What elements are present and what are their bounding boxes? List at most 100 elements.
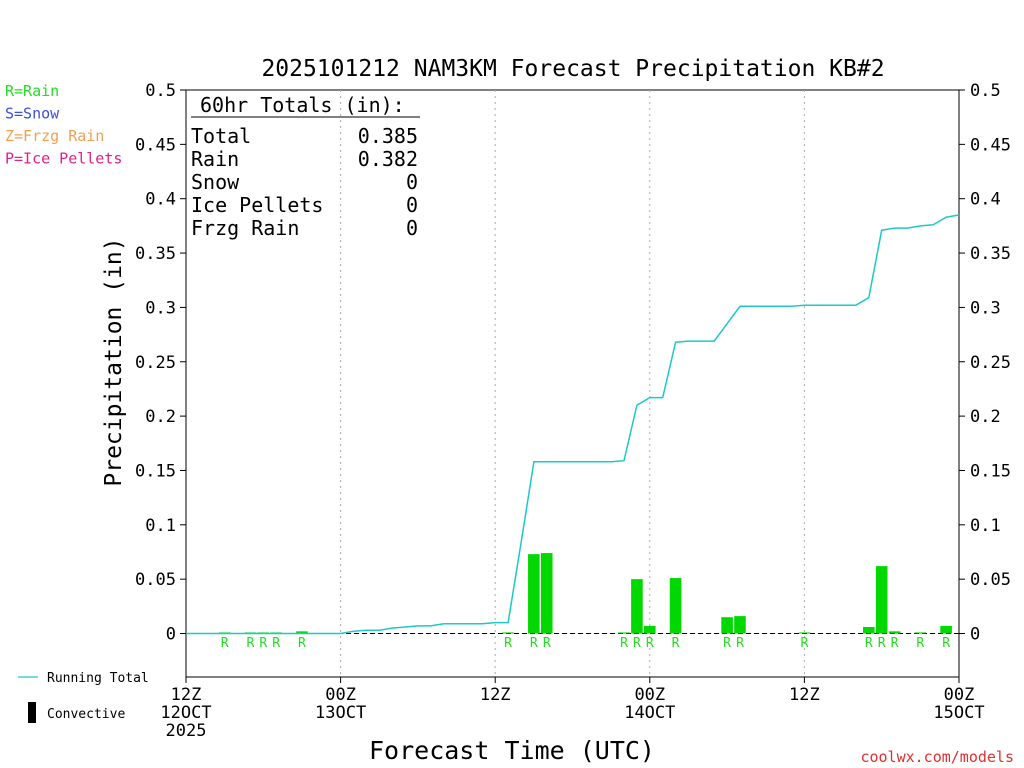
- precip-bar: [502, 632, 514, 634]
- y-tick-label: 0.25: [135, 353, 176, 373]
- x-tick-label: 14OCT: [624, 703, 675, 723]
- running-total-line: [186, 214, 960, 635]
- precip-type-mark: R: [504, 636, 512, 651]
- precip-type-mark: R: [272, 636, 280, 651]
- type-legend-entry: P=Ice Pellets: [5, 150, 122, 168]
- totals-box: 60hr Totals (in): Total 0.385 Rain 0.382 Snow…: [191, 93, 420, 240]
- precip-type-mark: R: [800, 636, 808, 651]
- watermark: coolwx.com/models: [860, 748, 1014, 766]
- precip-bar: [914, 632, 927, 634]
- totals-row-label: Rain: [191, 147, 239, 171]
- plot-frame: [185, 89, 960, 678]
- y-tick-label: 0.3: [145, 298, 176, 318]
- y-tick-label: 0.3: [970, 298, 1001, 318]
- y-tick-label: 0.4: [970, 190, 1001, 210]
- x-tick-label: 12OCT: [160, 703, 211, 723]
- x-tick-label: 00Z: [634, 685, 665, 705]
- y-tick-label: 0.05: [135, 570, 176, 590]
- precip-type-mark: R: [646, 636, 654, 651]
- precip-bar: [734, 616, 746, 634]
- precip-type-mark: R: [247, 636, 255, 651]
- precip-type-mark: R: [891, 636, 899, 651]
- precip-type-mark: R: [633, 636, 641, 651]
- running-total-legend-label: Running Total: [47, 671, 149, 686]
- x-tick-label: 13OCT: [315, 703, 366, 723]
- type-legend-entry: S=Snow: [5, 105, 60, 123]
- precip-bar: [940, 625, 952, 634]
- totals-row-value: 0: [406, 216, 418, 240]
- x-tick-label: 00Z: [325, 685, 356, 705]
- y-tick-label: 0.2: [145, 407, 176, 427]
- y-tick-label: 0.25: [970, 353, 1011, 373]
- precip-type-legend: R=Rain S=Snow Z=Frzg Rain P=Ice Pellets: [5, 82, 122, 168]
- precip-type-mark: R: [878, 636, 886, 651]
- x-tick-label: 00Z: [944, 685, 975, 705]
- totals-row-value: 0: [406, 193, 418, 217]
- y-tick-label: 0.05: [970, 570, 1011, 590]
- y-tick-label: 0.5: [970, 81, 1001, 101]
- precip-bar: [875, 566, 888, 634]
- precip-bar: [798, 632, 811, 634]
- convective-legend-label: Convective: [47, 707, 125, 722]
- precip-type-mark: R: [865, 636, 873, 651]
- totals-row-label: Snow: [191, 170, 240, 194]
- type-legend-entry: R=Rain: [5, 82, 59, 100]
- totals-row-value: 0.382: [358, 147, 418, 171]
- precip-type-mark: R: [298, 636, 306, 651]
- precip-bar: [631, 579, 643, 634]
- precip-bar: [540, 553, 553, 634]
- precip-bar: [296, 631, 308, 634]
- y-tick-label: 0.15: [135, 461, 176, 481]
- x-tick-label: 15OCT: [933, 703, 984, 723]
- precip-bars: [218, 553, 952, 634]
- totals-row-value: 0: [406, 170, 418, 194]
- totals-row-label: Frzg Rain: [191, 216, 299, 240]
- x-tick-label: 12Z: [789, 685, 820, 705]
- precip-type-mark: R: [942, 636, 950, 651]
- precip-type-mark: R: [672, 636, 680, 651]
- precip-type-mark: R: [530, 636, 538, 651]
- totals-row-value: 0.385: [358, 124, 418, 148]
- precip-type-mark: R: [543, 636, 551, 651]
- y-tick-label: 0.4: [145, 190, 176, 210]
- totals-row-label: Ice Pellets: [191, 193, 323, 217]
- precip-bar: [863, 626, 875, 634]
- precip-bar: [618, 632, 630, 634]
- y-tick-label: 0.1: [970, 516, 1001, 536]
- y-tick-label: 0.5: [145, 81, 176, 101]
- precip-bar: [888, 631, 901, 634]
- y-tick-label: 0.2: [970, 407, 1001, 427]
- y-tick-label: 0.1: [145, 516, 176, 536]
- y-tick-label: 0.45: [970, 135, 1011, 155]
- y-tick-label: 0.15: [970, 461, 1011, 481]
- y-axis-left: 0 0.05 0.1 0.15 0.2 0.25 0.3 0.35 0.4 0.45 0.5: [135, 81, 186, 645]
- x-tick-label: 12Z: [171, 685, 202, 705]
- x-tick-label: 12Z: [480, 685, 511, 705]
- y-tick-label: 0.45: [135, 135, 176, 155]
- precip-type-mark: R: [620, 636, 628, 651]
- totals-heading: 60hr Totals (in):: [200, 93, 405, 117]
- precip-bar: [528, 554, 540, 634]
- convective-legend-swatch: [28, 702, 36, 723]
- y-axis-right: 0 0.05 0.1 0.15 0.2 0.25 0.3 0.35 0.4 0.45 0.5: [959, 81, 1011, 645]
- y-tick-label: 0: [166, 625, 176, 645]
- precip-type-mark: R: [916, 636, 924, 651]
- precip-type-mark: R: [723, 636, 731, 651]
- chart-title: 2025101212 NAM3KM Forecast Precipitation…: [261, 56, 884, 82]
- y-axis-label: Precipitation (in): [101, 237, 127, 486]
- precip-bar: [721, 617, 733, 634]
- vertical-gridlines: [340, 90, 805, 677]
- precip-type-mark: R: [259, 636, 267, 651]
- x-tick-label: 2025: [166, 721, 207, 741]
- precip-bar: [669, 578, 682, 634]
- x-axis-label: Forecast Time (UTC): [369, 736, 655, 765]
- precip-type-mark: R: [221, 636, 229, 651]
- precip-bar: [644, 625, 656, 634]
- totals-row-label: Total: [191, 124, 251, 148]
- y-tick-label: 0.35: [970, 244, 1011, 264]
- series-legend: Running Total Convective: [18, 671, 149, 723]
- precip-type-mark: R: [736, 636, 744, 651]
